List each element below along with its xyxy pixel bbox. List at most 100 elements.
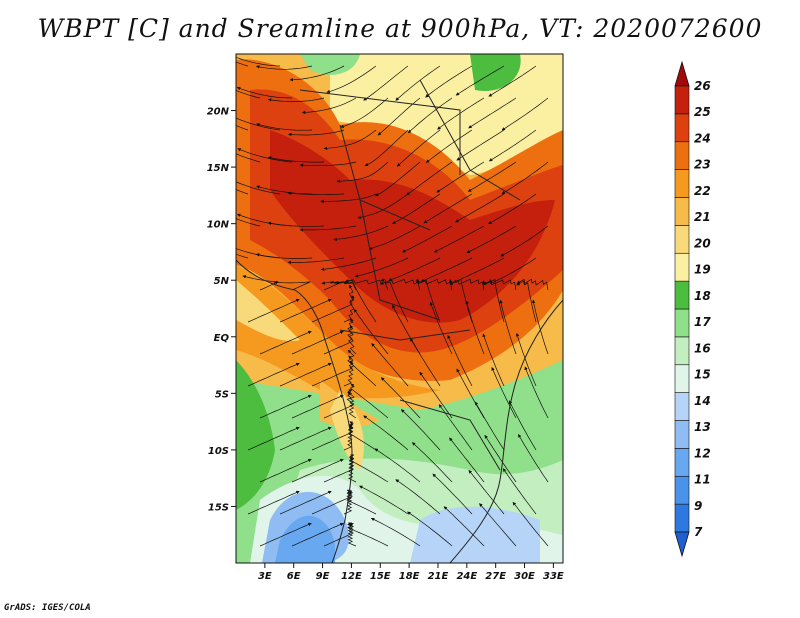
streamline — [410, 338, 441, 387]
colorbar-label: 25 — [694, 105, 711, 119]
streamline — [531, 299, 549, 355]
streamline — [259, 394, 312, 419]
colorbar-label: 24 — [694, 131, 711, 145]
lon-tick-label: 30E — [514, 571, 535, 582]
lat-tick-label: 5N — [214, 276, 230, 287]
streamline — [516, 280, 537, 323]
streamline — [259, 330, 312, 355]
streamline — [368, 225, 421, 250]
streamline — [340, 97, 389, 128]
streamline — [348, 456, 357, 483]
streamline — [474, 401, 505, 451]
streamline — [359, 485, 409, 515]
streamline — [488, 65, 537, 97]
streamline — [467, 161, 517, 192]
streamline — [406, 161, 453, 196]
streamline — [242, 275, 279, 291]
streamline — [291, 522, 344, 547]
colorbar: 7 9 11 12 13 14 15 16 17 18 19 20 21 22 23 24 25 26 — [674, 60, 711, 558]
streamline — [354, 257, 409, 278]
streamline — [512, 501, 549, 547]
streamline — [236, 253, 249, 259]
streamline — [347, 318, 357, 355]
streamline — [348, 421, 377, 451]
streamline — [236, 218, 261, 227]
streamline — [488, 129, 537, 162]
plot-frame — [235, 53, 564, 564]
streamline — [267, 97, 325, 102]
colorbar-label: 11 — [694, 473, 711, 487]
colorbar-label: 12 — [694, 446, 711, 460]
lat-tick-label: EQ — [214, 333, 230, 344]
streamline — [438, 404, 473, 451]
streamline — [267, 221, 325, 227]
streamline — [502, 468, 537, 515]
colorbar-segment — [674, 336, 690, 366]
colorbar-segment — [674, 475, 690, 505]
streamline — [259, 522, 312, 547]
streamline — [488, 257, 537, 285]
streamline — [456, 368, 485, 419]
streamline — [436, 161, 485, 193]
streamline — [236, 181, 281, 195]
colorbar-label: 18 — [694, 289, 711, 303]
streamline — [346, 489, 377, 515]
streamline — [333, 225, 389, 242]
streamline — [363, 65, 409, 101]
streamline — [343, 279, 377, 323]
streamline — [401, 225, 453, 253]
streamline — [326, 65, 377, 94]
longitude-axis: 3E 6E 9E 12E 15E 18E 21E 24E 27E 30E 33E — [258, 563, 564, 582]
streamline — [323, 523, 355, 547]
colorbar-label: 17 — [694, 315, 711, 329]
streamline — [287, 129, 345, 137]
streamline — [236, 153, 261, 163]
streamline — [247, 298, 300, 323]
streamline — [273, 280, 311, 291]
streamline — [501, 97, 549, 131]
streamline — [347, 523, 357, 547]
lon-tick-label: 24E — [456, 571, 477, 582]
streamline — [456, 129, 505, 161]
streamline — [425, 129, 473, 163]
streamline — [479, 503, 517, 547]
streamline — [501, 161, 549, 195]
streamline — [236, 56, 281, 67]
streamline — [321, 281, 343, 291]
lon-tick-label: 3E — [258, 571, 272, 582]
streamline — [291, 394, 344, 419]
streamline — [455, 193, 505, 223]
streamline — [524, 366, 549, 419]
streamline — [508, 400, 537, 451]
streamline — [447, 334, 473, 387]
colorbar-segment — [674, 85, 690, 115]
streamline — [391, 193, 441, 224]
colorbar-segment — [674, 503, 690, 533]
colorbar-segment — [674, 308, 690, 338]
lat-tick-label: 10N — [207, 220, 230, 231]
lat-tick-label: 15N — [207, 163, 230, 174]
streamline — [400, 409, 441, 451]
streamline — [279, 362, 332, 387]
streamline — [267, 156, 325, 163]
streamline — [491, 366, 517, 419]
streamline — [236, 117, 281, 131]
streamline — [364, 129, 409, 167]
colorbar-segment — [674, 252, 690, 282]
colorbar-segment — [674, 113, 690, 143]
streamline — [320, 257, 377, 271]
colorbar-label: 7 — [694, 525, 703, 539]
streamline — [237, 148, 293, 163]
streamline — [443, 506, 485, 547]
streamline — [347, 349, 377, 387]
streamline — [374, 161, 421, 197]
streamlines — [236, 56, 549, 547]
streamline — [347, 522, 389, 547]
colorbar-segment — [674, 420, 690, 449]
lon-tick-label: 27E — [485, 571, 506, 582]
streamline — [420, 257, 473, 282]
colorbar-label: 26 — [694, 79, 711, 93]
colorbar-segment — [674, 225, 690, 254]
streamline — [411, 442, 453, 483]
lon-tick-label: 21E — [428, 571, 449, 582]
